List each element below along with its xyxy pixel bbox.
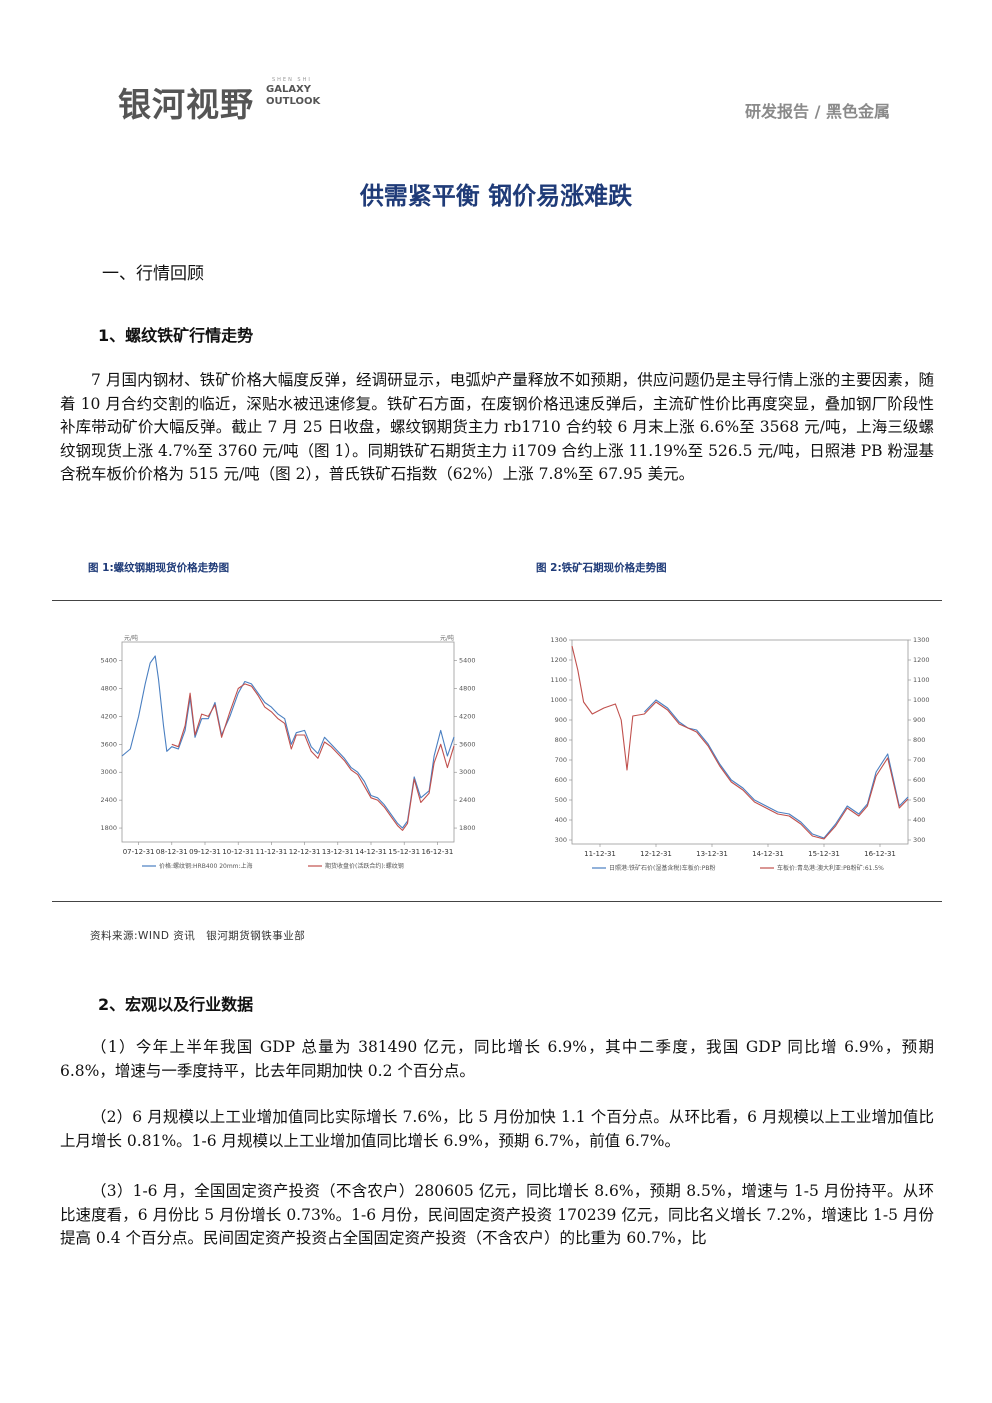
x-tick-label: 12-12-31	[640, 850, 672, 858]
logo-text: 银河视野	[118, 85, 254, 124]
chart1-x-ticks: 07-12-31 08-12-31 09-12-31 10-12-31 11-12-31…	[123, 842, 454, 856]
y-tick-label-right: 400	[913, 816, 925, 824]
y-tick-label-right: 1300	[913, 636, 930, 644]
y-tick-label-right: 4800	[459, 685, 476, 693]
y-tick-label-left: 4800	[100, 685, 117, 693]
y-tick-label-left: 5400	[100, 657, 117, 665]
paragraph: 7 月国内钢材、铁矿价格大幅度反弹，经调研显示，电弧炉产量释放不如预期，供应问题…	[60, 369, 934, 487]
logo-english-line1: GALAXY	[266, 84, 312, 95]
y-tick-label-left: 3600	[100, 740, 117, 748]
subsection-heading: 2、宏观以及行业数据	[98, 995, 254, 1014]
chart1-series	[121, 655, 455, 831]
chart1-left-axis-unit: 元/吨	[124, 634, 138, 642]
y-tick-label-left: 500	[555, 796, 567, 804]
figure1-caption: 图 1:螺纹钢期现货价格走势图	[88, 562, 230, 574]
paragraph-text: 7 月国内钢材、铁矿价格大幅度反弹，经调研显示，电弧炉产量释放不如预期，供应问题…	[60, 371, 934, 483]
series-line-2	[571, 645, 909, 840]
y-tick-label-right: 1800	[459, 824, 476, 832]
y-tick-label-right: 3000	[459, 768, 476, 776]
y-tick-label-left: 1200	[550, 656, 567, 664]
x-tick-label: 13-12-31	[696, 850, 728, 858]
x-tick-label: 11-12-31	[584, 850, 616, 858]
chart1-y-ticks: 1800 1800 2400 2400 3000 3000 3600 3600 4200 4200…	[100, 657, 475, 832]
y-tick-label-left: 300	[555, 836, 567, 844]
chart2-plot-area	[571, 639, 909, 845]
y-tick-label-right: 1000	[913, 696, 930, 704]
logo-english: GALAXY OUTLOOK	[266, 84, 320, 108]
subsection-heading: 1、螺纹铁矿行情走势	[98, 326, 254, 345]
y-tick-label-right: 4200	[459, 712, 476, 720]
x-tick-label: 15-12-31	[808, 850, 840, 858]
y-tick-label-right: 900	[913, 716, 925, 724]
y-tick-label-right: 500	[913, 796, 925, 804]
x-tick-label: 13-12-31	[322, 848, 354, 856]
y-tick-label-left: 1800	[100, 824, 117, 832]
x-tick-label: 14-12-31	[355, 848, 387, 856]
paragraph: （3）1-6 月，全国固定资产投资（不含农户）280605 亿元，同比增长 8.…	[60, 1180, 934, 1251]
chart2-series	[571, 645, 909, 840]
figure-bottom-rule	[52, 901, 942, 902]
y-tick-label-left: 400	[555, 816, 567, 824]
series-line-2	[171, 683, 455, 831]
y-tick-label-right: 700	[913, 756, 925, 764]
y-tick-label-left: 3000	[100, 768, 117, 776]
figure2-caption: 图 2:铁矿石期现价格走势图	[536, 562, 667, 574]
y-tick-label-left: 800	[555, 736, 567, 744]
x-tick-label: 11-12-31	[256, 848, 288, 856]
y-tick-label-left: 1000	[550, 696, 567, 704]
y-tick-label-right: 2400	[459, 796, 476, 804]
paragraph-text: （1）今年上半年我国 GDP 总量为 381490 亿元，同比增长 6.9%，其…	[60, 1038, 934, 1080]
paragraph: （1）今年上半年我国 GDP 总量为 381490 亿元，同比增长 6.9%，其…	[60, 1036, 934, 1083]
page-title: 供需紧平衡 钢价易涨难跌	[359, 182, 633, 210]
paragraph-text: （2）6 月规模以上工业增加值同比实际增长 7.6%，比 5 月份加快 1.1 …	[60, 1108, 934, 1150]
y-tick-label-left: 2400	[100, 796, 117, 804]
x-tick-label: 10-12-31	[222, 848, 254, 856]
y-tick-label-left: 1100	[550, 676, 567, 684]
y-tick-label-right: 3600	[459, 740, 476, 748]
legend-label: 日照港:铁矿石价(湿基含税)车板价:PB粉	[609, 864, 715, 872]
y-tick-label-right: 600	[913, 776, 925, 784]
chart1-plot-area	[121, 641, 455, 843]
y-tick-label-left: 600	[555, 776, 567, 784]
y-tick-label-right: 1200	[913, 656, 930, 664]
series-line-1	[644, 699, 909, 839]
paragraph: （2）6 月规模以上工业增加值同比实际增长 7.6%，比 5 月份加快 1.1 …	[60, 1106, 934, 1153]
x-tick-label: 16-12-31	[422, 848, 454, 856]
y-tick-label-left: 1300	[550, 636, 567, 644]
chart1-right-axis-unit: 元/吨	[440, 634, 454, 642]
chart2-legend: 日照港:铁矿石价(湿基含税)车板价:PB粉 车板价:青岛港:澳大利亚:PB粉矿:6…	[592, 864, 884, 872]
x-tick-label: 12-12-31	[289, 848, 321, 856]
chart1-legend: 价格:螺纹钢:HRB400 20mm:上海 期货收盘价(活跃合约):螺纹钢	[142, 862, 404, 870]
x-tick-label: 09-12-31	[189, 848, 221, 856]
y-tick-label-right: 5400	[459, 657, 476, 665]
x-tick-label: 08-12-31	[156, 848, 188, 856]
legend-label: 期货收盘价(活跃合约):螺纹钢	[325, 862, 404, 870]
paragraph-text: （3）1-6 月，全国固定资产投资（不含农户）280605 亿元，同比增长 8.…	[60, 1182, 934, 1247]
logo-small-print: SHEN SHI	[272, 77, 312, 83]
logo-english-line2: OUTLOOK	[266, 96, 321, 107]
chart2-y-ticks: 300 300 400 400 500 500 600 600 700 700 800 800 900 9…	[550, 636, 929, 844]
chart-rebar-price: 元/吨 元/吨 1800 1800 2400 2400 3000 3000 3600 3600…	[100, 634, 475, 870]
chart2-x-ticks: 11-12-31 12-12-31 13-12-31 14-12-31 15-12-31…	[584, 844, 896, 858]
source-note: 资料来源:WIND 资讯 银河期货钢铁事业部	[90, 930, 306, 942]
y-tick-label-right: 1100	[913, 676, 930, 684]
figure-top-rule	[52, 600, 942, 601]
x-tick-label: 16-12-31	[864, 850, 896, 858]
section-heading: 一、行情回顾	[102, 264, 204, 284]
series-line-1	[121, 655, 455, 829]
x-tick-label: 15-12-31	[388, 848, 420, 856]
x-tick-label: 14-12-31	[752, 850, 784, 858]
x-tick-label: 07-12-31	[123, 848, 155, 856]
chart-iron-ore-price: 300 300 400 400 500 500 600 600 700 700 800 800 900 9…	[550, 636, 929, 872]
y-tick-label-left: 900	[555, 716, 567, 724]
legend-label: 车板价:青岛港:澳大利亚:PB粉矿:61.5%	[777, 864, 884, 872]
y-tick-label-left: 700	[555, 756, 567, 764]
y-tick-label-left: 4200	[100, 712, 117, 720]
legend-label: 价格:螺纹钢:HRB400 20mm:上海	[159, 862, 253, 870]
y-tick-label-right: 300	[913, 836, 925, 844]
y-tick-label-right: 800	[913, 736, 925, 744]
report-category: 研发报告 / 黑色金属	[745, 102, 890, 121]
